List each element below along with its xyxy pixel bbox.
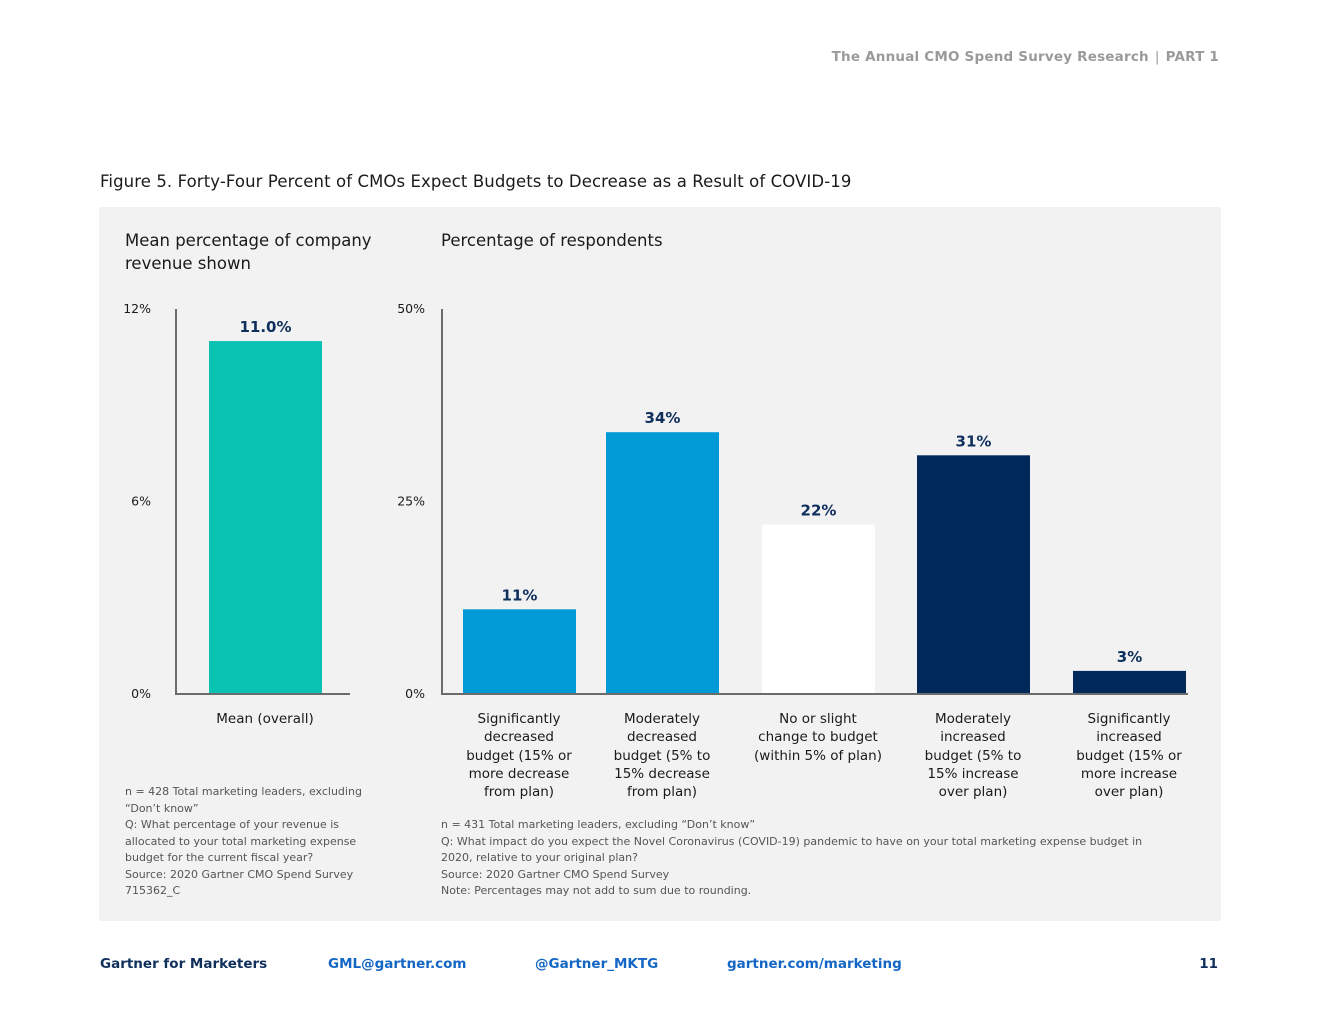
report-title: The Annual CMO Spend Survey Research — [831, 49, 1149, 65]
note-line: budget for the current fiscal year? — [125, 851, 314, 864]
figure-title: Figure 5. Forty-Four Percent of CMOs Exp… — [100, 172, 852, 191]
right-chart-notes: n = 431 Total marketing leaders, excludi… — [441, 817, 1142, 900]
right-value-label: 34% — [645, 409, 681, 427]
left-category-label: Mean (overall) — [195, 710, 335, 728]
right-ytick-label: 0% — [405, 686, 425, 701]
right-bar — [463, 609, 576, 694]
right-bar — [1073, 670, 1186, 694]
page-number: 11 — [1199, 956, 1218, 972]
category-label-line: over plan) — [1094, 784, 1164, 801]
note-line: 2020, relative to your original plan? — [441, 851, 638, 864]
category-label-line: budget (15% or — [1076, 747, 1182, 764]
category-label-line: decreased — [626, 729, 698, 746]
category-label-line: 15% decrease — [614, 765, 710, 782]
header-separator: | — [1154, 49, 1160, 65]
category-label-line: No or slight — [779, 711, 857, 727]
category-label-line: 15% increase — [927, 765, 1019, 782]
category-label-line: budget (15% or — [466, 747, 572, 764]
category-label-line: change to budget — [758, 729, 878, 746]
right-value-label: 11% — [502, 586, 538, 604]
category-label-line: more increase — [1080, 765, 1178, 782]
left-ytick-label: 0% — [131, 686, 151, 701]
footer-twitter-link[interactable]: @Gartner_MKTG — [535, 956, 659, 972]
left-chart-notes: n = 428 Total marketing leaders, excludi… — [125, 784, 375, 900]
right-bar — [606, 432, 719, 694]
right-category-label: Significantly increased budget (15% or more… — [1059, 710, 1199, 801]
category-label-line: increased — [940, 729, 1006, 746]
right-value-label: 3% — [1117, 648, 1142, 666]
right-category-label: Significantly decreased budget (15% or more… — [449, 710, 589, 801]
note-line: “Don’t know” — [125, 801, 199, 815]
left-value-label: 11.0% — [239, 318, 291, 336]
left-bar — [209, 341, 322, 694]
right-value-label: 31% — [956, 432, 992, 450]
note-line: Q: What percentage of your revenue is — [125, 818, 340, 831]
category-label-line: Moderately — [624, 711, 700, 727]
category-label-line: budget (5% to — [613, 747, 711, 764]
category-label-line: increased — [1096, 729, 1162, 746]
note-line: Source: 2020 Gartner CMO Spend Survey — [125, 867, 354, 881]
category-label-line: Significantly — [1087, 711, 1171, 727]
right-bar — [917, 455, 1030, 694]
right-chart-subtitle: Percentage of respondents — [441, 231, 663, 250]
note-line: Note: Percentages may not add to sum due… — [441, 884, 752, 897]
report-header: The Annual CMO Spend Survey Research | PAR… — [832, 49, 1219, 65]
category-label-line: from plan) — [626, 784, 698, 801]
footer-email-link[interactable]: GML@gartner.com — [328, 956, 467, 972]
right-ytick-label: 50% — [397, 301, 425, 316]
right-category-label: Moderately increased budget (5% to 15% incr… — [903, 710, 1043, 801]
note-line: n = 431 Total marketing leaders, excludi… — [441, 818, 756, 831]
right-bar — [762, 524, 875, 694]
category-label-line: Moderately — [935, 711, 1011, 727]
left-ytick-label: 12% — [123, 301, 151, 316]
category-label-line: more decrease — [468, 765, 570, 782]
left-chart-subtitle: Mean percentage of company revenue shown — [125, 231, 372, 273]
category-label-line: from plan) — [483, 784, 555, 801]
right-category-label: No or slight change to budget (within 5% o… — [748, 710, 888, 765]
right-category-label: Moderately decreased budget (5% to 15% decr… — [592, 710, 732, 801]
category-label-line: Significantly — [477, 711, 561, 727]
right-value-label: 22% — [801, 502, 837, 520]
note-line: Q: What impact do you expect the Novel C… — [441, 834, 1143, 848]
report-part: PART 1 — [1165, 49, 1219, 65]
note-line: 715362_C — [125, 884, 181, 897]
footer-website-link[interactable]: gartner.com/marketing — [727, 956, 902, 972]
category-label-line: Mean (overall) — [216, 711, 314, 727]
category-label-line: over plan) — [938, 784, 1008, 801]
left-ytick-label: 6% — [131, 494, 151, 509]
category-label-line: budget (5% to — [924, 747, 1022, 764]
note-line: Source: 2020 Gartner CMO Spend Survey — [441, 867, 670, 881]
category-label-line: decreased — [483, 729, 555, 746]
note-line: n = 428 Total marketing leaders, excludi… — [125, 785, 362, 798]
category-label-line: (within 5% of plan) — [754, 747, 882, 764]
right-ytick-label: 25% — [397, 494, 425, 509]
note-line: allocated to your total marketing expens… — [125, 834, 357, 848]
footer-brand: Gartner for Marketers — [100, 956, 268, 972]
